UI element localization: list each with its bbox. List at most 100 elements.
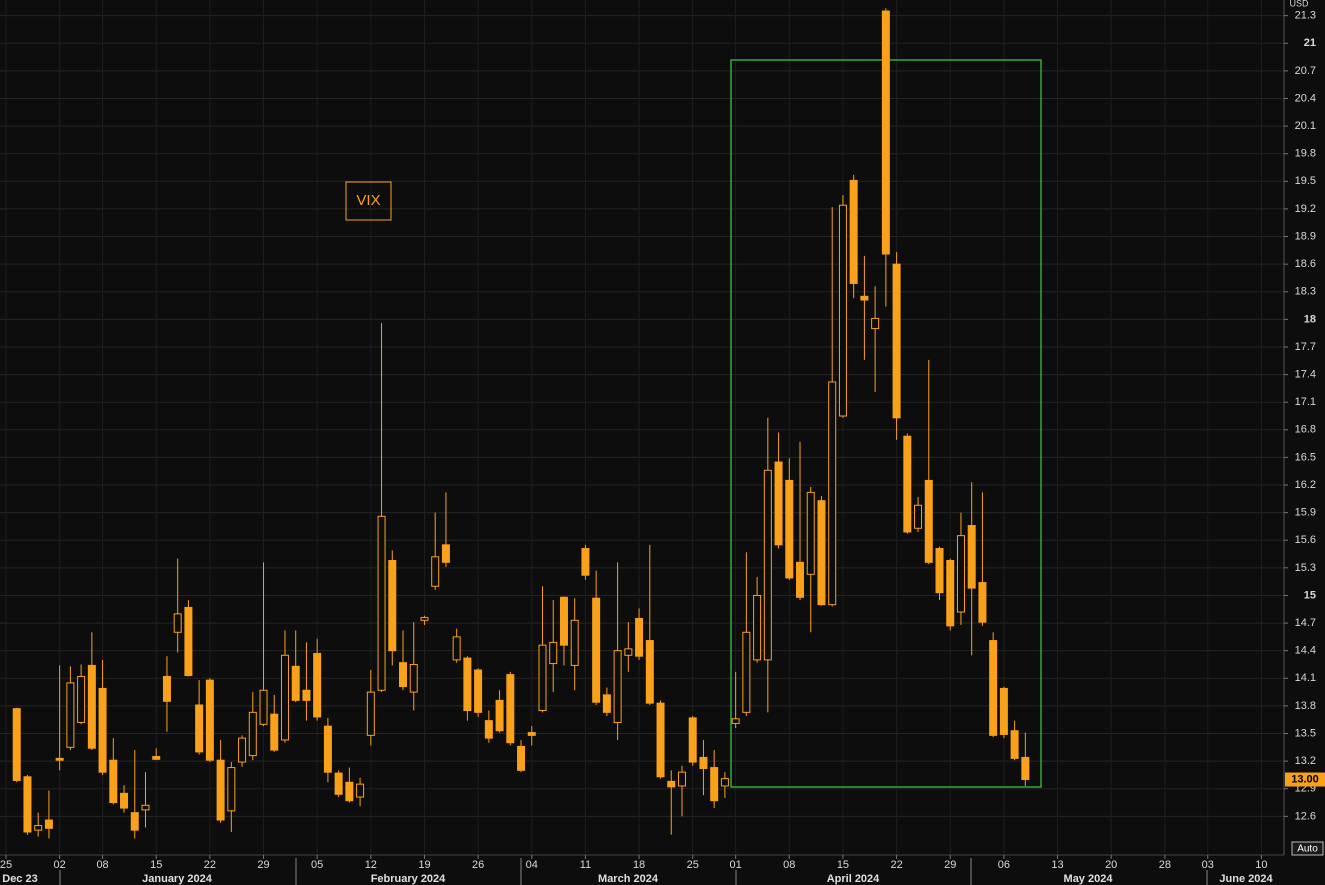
candle-body <box>23 776 32 833</box>
y-tick-label: 16.5 <box>1295 451 1316 463</box>
candle-body <box>656 702 665 778</box>
y-tick-label: 17.1 <box>1295 396 1316 408</box>
candle-body <box>924 479 933 563</box>
candle-body <box>441 544 450 563</box>
x-tick-label: 10 <box>1255 859 1267 871</box>
candle-body <box>216 759 225 821</box>
last-price-label: 13.00 <box>1291 773 1319 785</box>
x-tick-label: 26 <box>472 859 484 871</box>
candle-body <box>270 713 279 751</box>
candle-body <box>645 640 654 704</box>
auto-button[interactable] <box>1291 841 1324 856</box>
x-tick-label: 25 <box>687 859 699 871</box>
candle-body <box>506 674 515 744</box>
candle-body <box>817 500 826 606</box>
candle-body <box>688 717 697 763</box>
y-tick-label: 16.2 <box>1295 479 1316 491</box>
y-tick-label: 15.9 <box>1295 507 1316 519</box>
y-tick-label: 15.6 <box>1295 534 1316 546</box>
candle-body <box>34 825 43 831</box>
candle-body <box>388 559 397 652</box>
candle-body <box>420 617 429 621</box>
candle-body <box>98 687 107 773</box>
x-tick-label: 20 <box>1105 859 1117 871</box>
candle-body <box>120 792 129 809</box>
candle-body <box>710 767 719 802</box>
candle-body <box>12 708 21 781</box>
candle-body <box>474 669 483 713</box>
y-tick-label: 17.7 <box>1295 341 1316 353</box>
candle-body <box>527 732 536 736</box>
y-tick-label: 20.4 <box>1295 92 1316 104</box>
candle-body <box>366 691 375 736</box>
y-tick-label: 21.3 <box>1295 10 1316 22</box>
candle-body <box>849 179 858 284</box>
candle-body <box>602 694 611 713</box>
candle-body <box>452 636 461 661</box>
y-tick-label: 15.3 <box>1295 562 1316 574</box>
candle-body <box>838 204 847 417</box>
candle-body <box>431 556 440 587</box>
x-tick-label: 13 <box>1051 859 1063 871</box>
candle-body <box>345 781 354 802</box>
month-label: January 2024 <box>142 873 213 885</box>
last-price-box <box>1285 772 1325 787</box>
candle-body <box>44 819 53 829</box>
month-label: February 2024 <box>371 873 446 885</box>
candle-body <box>323 725 332 773</box>
x-tick-label: 11 <box>580 859 591 871</box>
candle-body <box>517 745 526 771</box>
candle-body <box>635 617 644 657</box>
candle-body <box>1010 730 1019 759</box>
x-tick-label: 25 <box>0 859 12 871</box>
candle-body <box>774 461 783 546</box>
y-tick-label: 16.8 <box>1295 424 1316 436</box>
candle-body <box>227 767 236 812</box>
x-tick-label: 12 <box>365 859 377 871</box>
candle-body <box>592 597 601 703</box>
candle-body <box>559 596 568 646</box>
candle-body <box>109 759 118 804</box>
candle-body <box>796 561 805 598</box>
y-tick-label: 18 <box>1304 313 1316 325</box>
y-tick-label: 13.8 <box>1295 700 1316 712</box>
y-tick-label: 13.2 <box>1295 755 1316 767</box>
candle-body <box>152 756 161 760</box>
candle-body <box>903 435 912 533</box>
x-tick-label: 28 <box>1159 859 1171 871</box>
x-tick-label: 19 <box>418 859 430 871</box>
candle-body <box>280 654 289 741</box>
y-tick-label: 20.1 <box>1295 120 1316 132</box>
candle-body <box>581 548 590 576</box>
candle-body <box>978 582 987 623</box>
y-tick-label: 20.7 <box>1295 65 1316 77</box>
annotation-box <box>345 181 392 221</box>
x-tick-label: 06 <box>998 859 1010 871</box>
month-label: May 2024 <box>1064 873 1114 885</box>
y-tick-label: 12.6 <box>1295 810 1316 822</box>
x-tick-label: 15 <box>150 859 162 871</box>
y-tick-label: 21 <box>1304 37 1316 49</box>
candle-body <box>914 504 923 529</box>
auto-button-label[interactable]: Auto <box>1297 844 1318 855</box>
candle-body <box>667 780 676 788</box>
candle-body <box>881 10 890 255</box>
candle-body <box>238 737 247 763</box>
y-tick-label: 19.2 <box>1295 203 1316 215</box>
month-separators <box>59 858 1208 885</box>
candle-body <box>871 317 880 330</box>
x-tick-label: 15 <box>837 859 849 871</box>
candle-body <box>130 812 139 831</box>
annotation: VIX <box>356 192 380 209</box>
x-tick-label: 18 <box>633 859 645 871</box>
candle-body <box>334 772 343 795</box>
candle-body <box>495 699 504 732</box>
month-label: March 2024 <box>598 873 659 885</box>
x-tick-label: 01 <box>730 859 742 871</box>
candle-body <box>946 559 955 627</box>
candle-body <box>77 675 86 723</box>
month-label: Dec 23 <box>2 873 37 885</box>
candle-body <box>259 689 268 725</box>
